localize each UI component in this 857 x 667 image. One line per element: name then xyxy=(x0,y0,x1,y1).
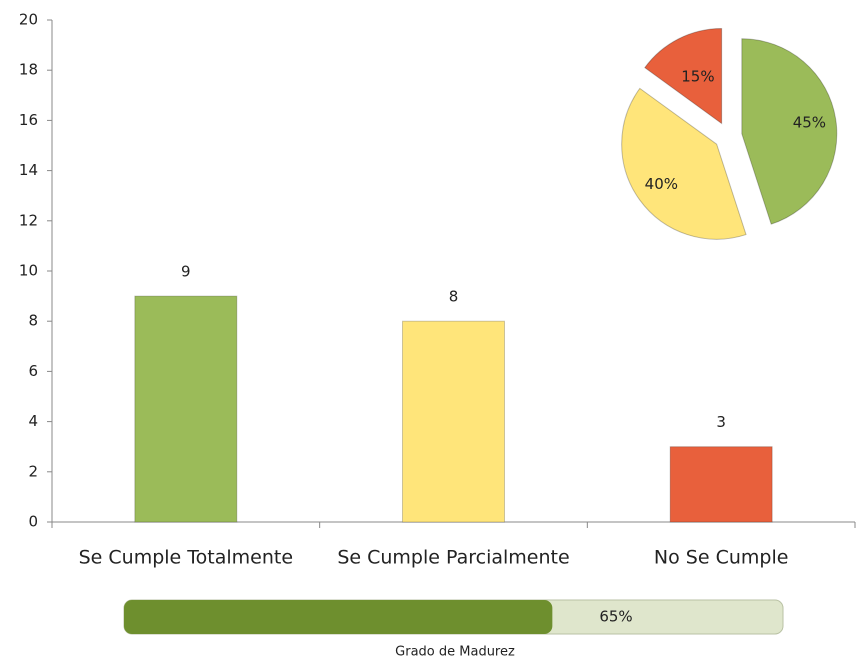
data-label: 9 xyxy=(181,263,191,281)
pie-label: 15% xyxy=(681,67,714,85)
pie-slice xyxy=(741,38,838,225)
bar xyxy=(134,295,238,523)
pie-label: 40% xyxy=(645,175,678,193)
y-tick-label: 16 xyxy=(19,111,38,129)
y-tick-label: 6 xyxy=(28,362,38,380)
data-label: 8 xyxy=(449,288,459,306)
y-tick-label: 12 xyxy=(19,211,38,229)
y-tick-label: 18 xyxy=(19,61,38,79)
bar xyxy=(402,320,505,523)
data-label: 3 xyxy=(716,413,726,431)
x-tick-label: Se Cumple Totalmente xyxy=(79,547,293,569)
progress-fill xyxy=(124,600,553,634)
pie-slice xyxy=(644,28,723,125)
x-tick-label: No Se Cumple xyxy=(654,547,789,569)
y-tick-label: 14 xyxy=(19,161,38,179)
progress-caption: Grado de Madurez xyxy=(395,645,515,660)
pie-slice xyxy=(621,87,747,240)
bar xyxy=(669,446,773,523)
progress-label: 65% xyxy=(599,608,632,626)
pie-label: 45% xyxy=(793,114,826,132)
y-tick-label: 4 xyxy=(28,412,38,430)
y-tick-label: 10 xyxy=(19,262,38,280)
x-tick-label: Se Cumple Parcialmente xyxy=(337,547,569,569)
y-tick-label: 20 xyxy=(19,11,38,29)
y-tick-label: 0 xyxy=(28,513,38,531)
y-tick-label: 2 xyxy=(28,462,38,480)
y-tick-label: 8 xyxy=(28,312,38,330)
